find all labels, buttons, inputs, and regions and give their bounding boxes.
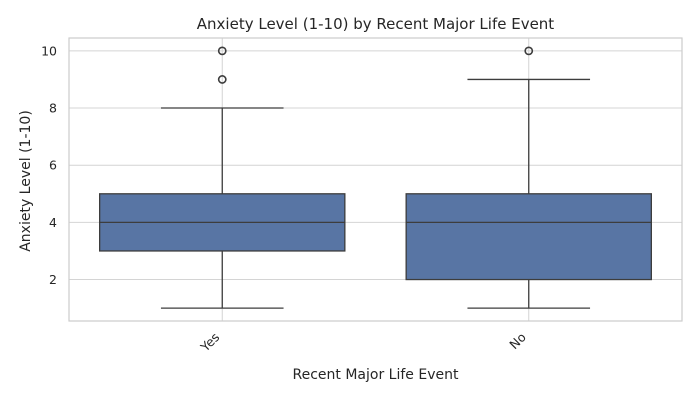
y-tick-label: 6 bbox=[49, 158, 57, 173]
x-tick-label: Yes bbox=[197, 330, 223, 356]
y-axis-label: Anxiety Level (1-10) bbox=[18, 110, 34, 252]
y-tick-label: 10 bbox=[41, 43, 57, 58]
outlier-point bbox=[217, 46, 227, 56]
outlier-point bbox=[524, 46, 534, 56]
y-tick-label: 4 bbox=[49, 215, 57, 230]
box-no bbox=[405, 46, 652, 309]
iqr-box bbox=[405, 193, 652, 281]
x-tick-labels: Yes No bbox=[197, 330, 529, 356]
outlier-point bbox=[217, 75, 227, 84]
y-tick-label: 8 bbox=[49, 101, 57, 116]
x-axis-label: Recent Major Life Event bbox=[293, 367, 459, 383]
boxes-layer bbox=[99, 46, 652, 309]
box-yes bbox=[99, 46, 346, 309]
chart-title: Anxiety Level (1-10) by Recent Major Lif… bbox=[197, 15, 555, 33]
plot-frame bbox=[68, 37, 683, 322]
y-tick-labels: 2 4 6 8 10 bbox=[41, 43, 57, 287]
y-tick-label: 2 bbox=[49, 272, 57, 287]
x-tick-label: No bbox=[506, 330, 529, 353]
